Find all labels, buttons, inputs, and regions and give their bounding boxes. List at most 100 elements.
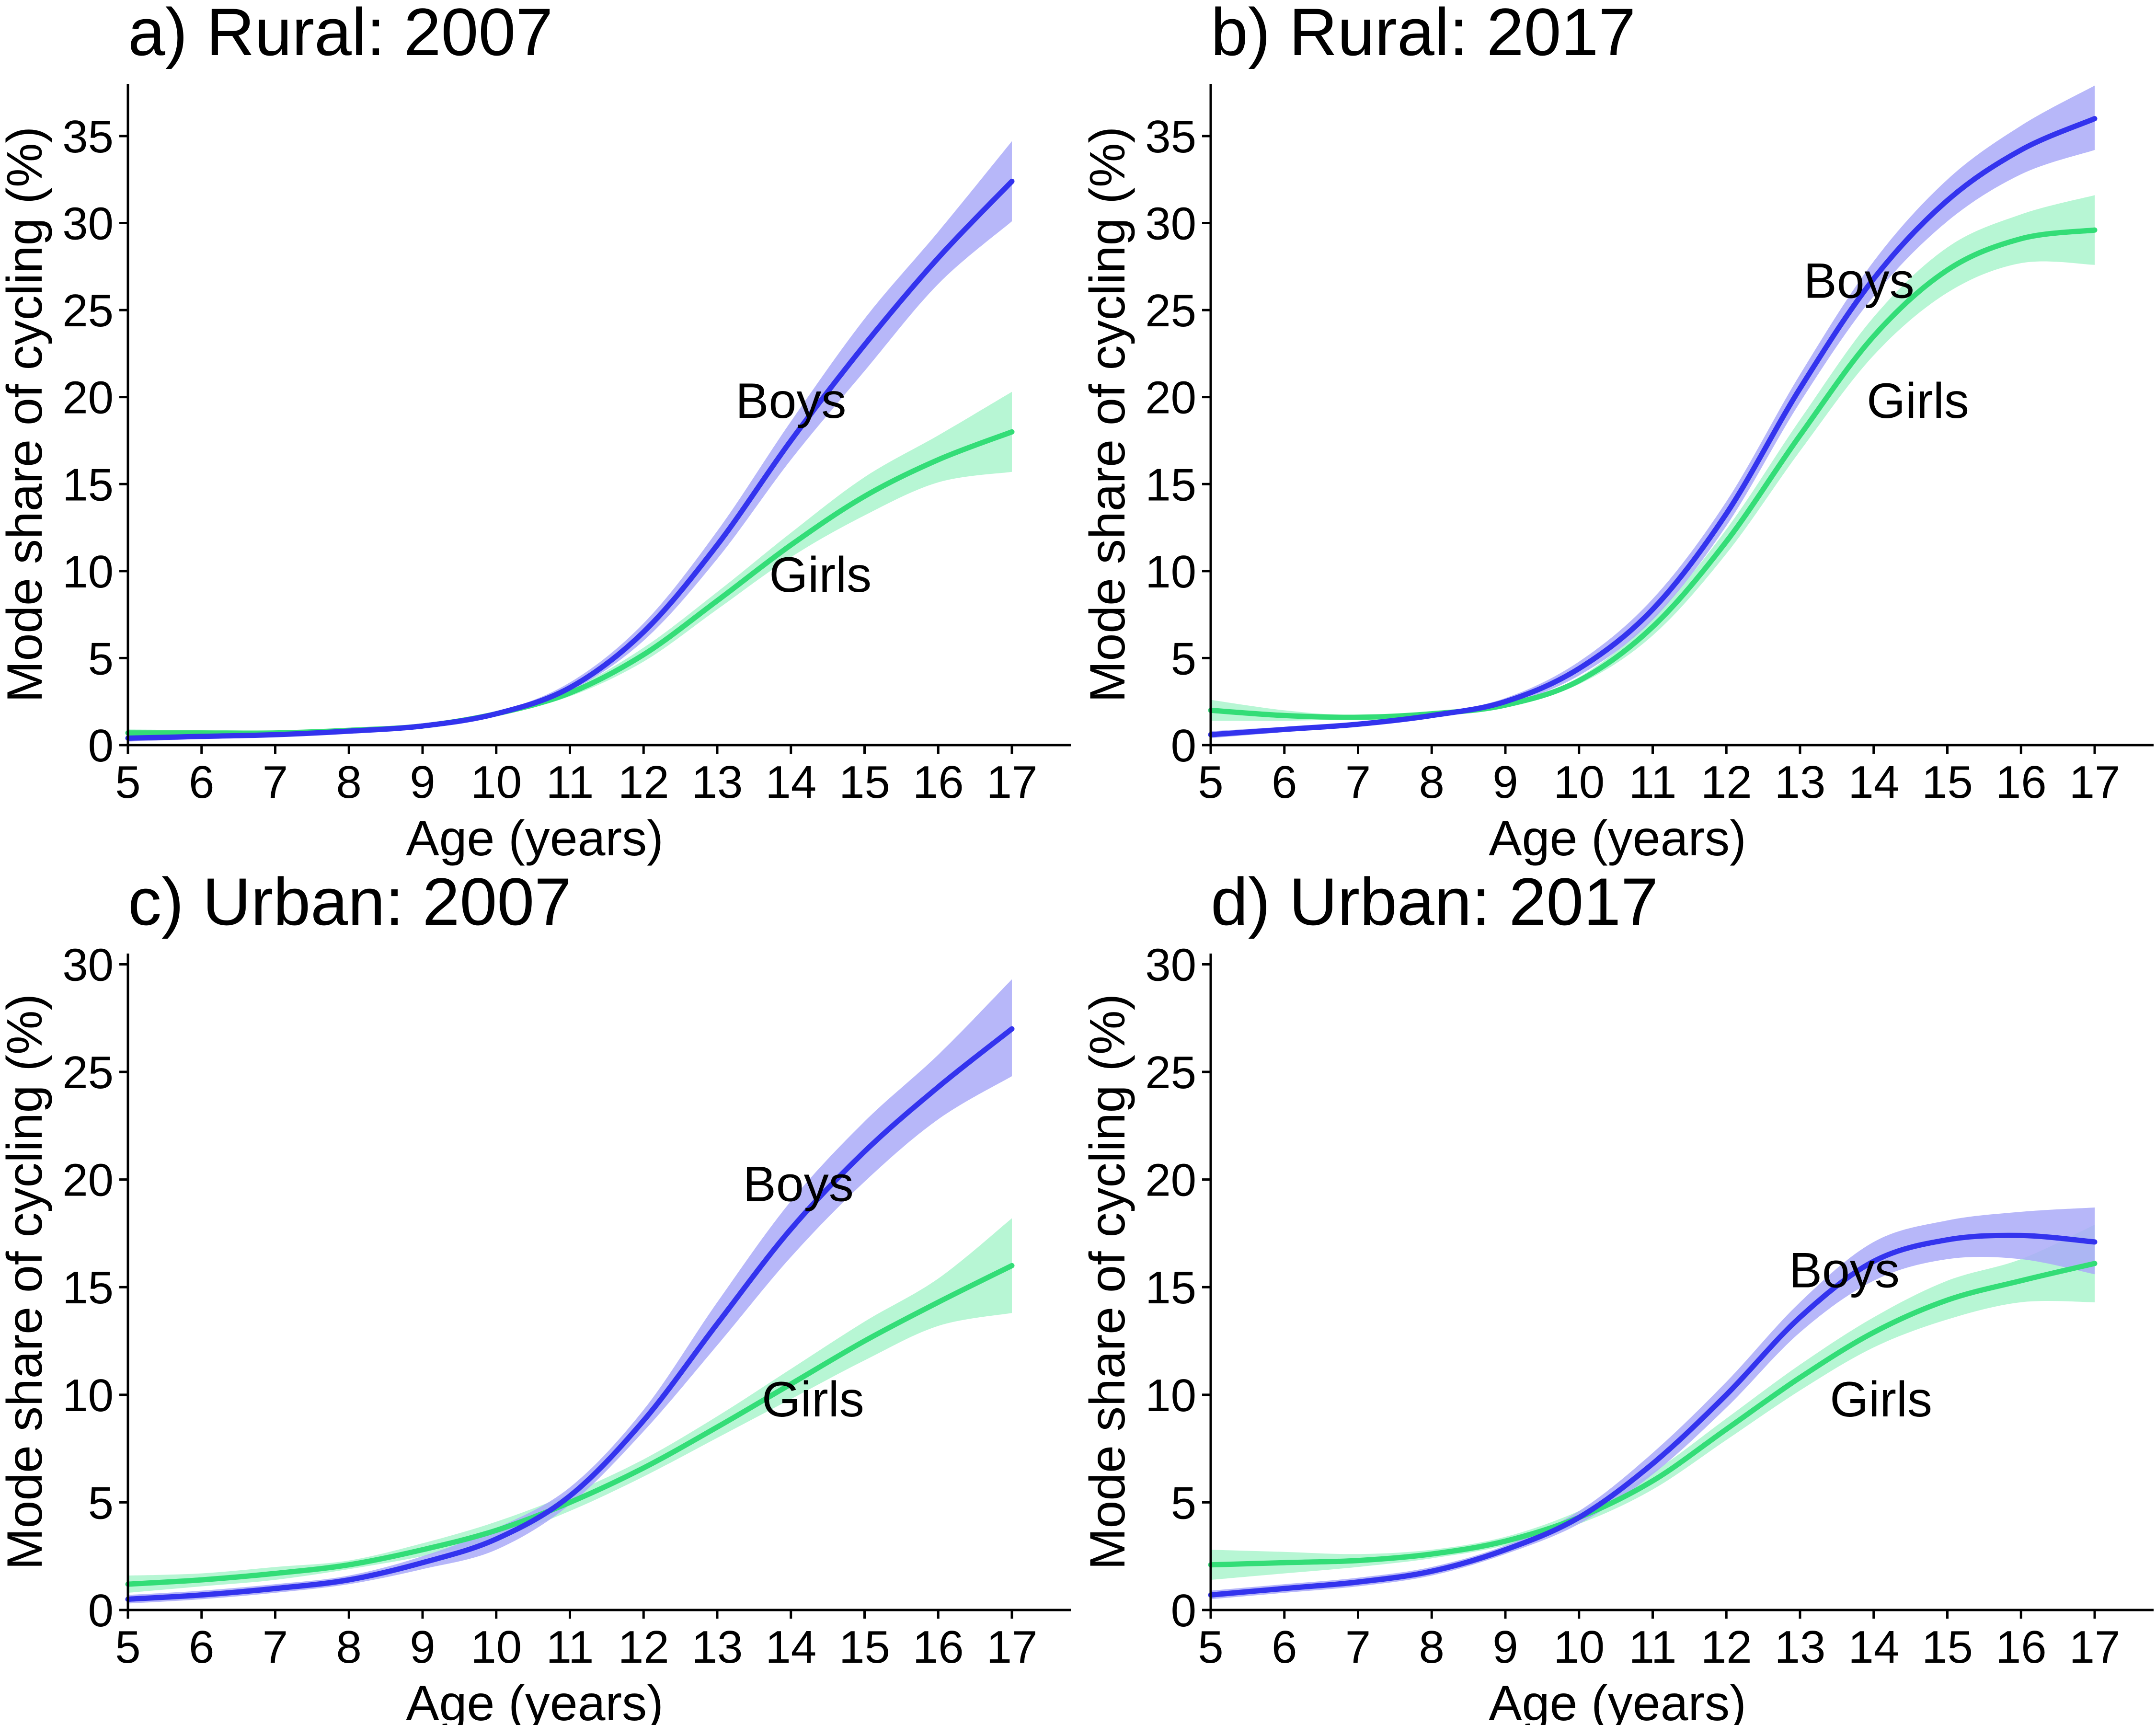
x-tick-label: 11	[1629, 757, 1677, 808]
girls-line	[1208, 1261, 2098, 1568]
girls-series-label: Girls	[769, 547, 872, 603]
x-tick-label: 13	[1775, 757, 1826, 808]
y-axis-label: Mode share of cycling (%)	[0, 126, 53, 702]
girls-confidence-band	[1211, 195, 2095, 721]
y-tick-label: 25	[1145, 1047, 1196, 1098]
y-tick-label: 25	[1145, 285, 1196, 336]
boys-series-label: Boys	[1803, 253, 1914, 309]
y-tick-label: 25	[62, 285, 114, 336]
boys-line	[125, 178, 1015, 741]
x-axis-label: Age (years)	[1489, 1676, 1746, 1725]
x-tick-label: 7	[1345, 757, 1371, 808]
x-axis-label: Age (years)	[1489, 811, 1746, 866]
y-tick-label: 10	[1145, 1370, 1196, 1421]
x-tick-label: 8	[1419, 1622, 1445, 1673]
x-tick-label: 10	[1553, 1622, 1605, 1673]
panel-title: d) Urban: 2017	[1211, 864, 1658, 939]
girls-confidence-band	[1211, 1225, 2095, 1580]
panel-title: a) Rural: 2007	[128, 0, 553, 69]
y-tick-label: 5	[1171, 633, 1196, 684]
y-tick-label: 30	[62, 198, 114, 250]
y-tick-label: 15	[1145, 1262, 1196, 1313]
boys-line	[125, 1026, 1015, 1602]
x-tick-label: 15	[839, 757, 890, 808]
x-tick-label: 13	[692, 1622, 743, 1673]
y-tick-label: 20	[62, 372, 114, 424]
x-tick-label: 8	[336, 1622, 362, 1673]
x-tick-label: 6	[1272, 757, 1297, 808]
x-tick-label: 15	[839, 1622, 890, 1673]
boys-series-label: Boys	[743, 1157, 854, 1212]
x-tick-label: 5	[1198, 757, 1223, 808]
x-tick-label: 11	[546, 757, 594, 808]
chart-panel-c: c) Urban: 2007 Age (years) Mode share of…	[0, 864, 1071, 1725]
boys-series-label: Boys	[735, 373, 846, 429]
x-tick-label: 9	[410, 757, 435, 808]
x-tick-label: 12	[618, 757, 669, 808]
x-tick-label: 10	[1553, 757, 1605, 808]
x-tick-label: 13	[1775, 1622, 1826, 1673]
x-tick-label: 16	[1995, 757, 2047, 808]
x-tick-label: 17	[986, 757, 1038, 808]
chart-panel-d: d) Urban: 2017 Age (years) Mode share of…	[1080, 864, 2154, 1725]
x-tick-label: 9	[1492, 1622, 1518, 1673]
x-tick-label: 7	[263, 757, 288, 808]
y-axis-label: Mode share of cycling (%)	[1080, 994, 1135, 1570]
girls-series-label: Girls	[1830, 1372, 1932, 1427]
y-tick-label: 15	[1145, 459, 1196, 510]
y-tick-label: 20	[62, 1155, 114, 1206]
x-tick-label: 17	[2069, 1622, 2121, 1673]
boys-series-label: Boys	[1789, 1242, 1900, 1298]
y-tick-label: 15	[62, 459, 114, 510]
x-tick-label: 17	[2069, 757, 2121, 808]
y-tick-label: 30	[1145, 198, 1196, 250]
x-tick-label: 6	[189, 757, 214, 808]
x-tick-label: 8	[336, 757, 362, 808]
y-tick-label: 0	[1171, 1585, 1196, 1636]
y-tick-label: 20	[1145, 372, 1196, 424]
chart-panel-b: b) Rural: 2017 Age (years) Mode share of…	[1080, 0, 2154, 866]
x-tick-label: 9	[410, 1622, 435, 1673]
boys-confidence-band	[128, 141, 1012, 742]
girls-series-label: Girls	[762, 1372, 864, 1427]
x-tick-label: 15	[1922, 1622, 1973, 1673]
y-tick-label: 35	[62, 111, 114, 162]
x-tick-label: 10	[470, 1622, 522, 1673]
x-tick-label: 16	[913, 757, 964, 808]
boys-line	[1208, 1232, 2098, 1598]
girls-line	[1208, 227, 2098, 720]
x-tick-label: 12	[618, 1622, 669, 1673]
y-tick-label: 5	[88, 1477, 114, 1529]
y-tick-label: 30	[1145, 939, 1196, 990]
y-tick-label: 15	[62, 1262, 114, 1313]
y-tick-label: 10	[62, 546, 114, 598]
y-tick-label: 10	[1145, 546, 1196, 598]
x-tick-label: 11	[546, 1622, 594, 1673]
x-tick-label: 6	[1272, 1622, 1297, 1673]
chart-panel-a: a) Rural: 2007 Age (years) Mode share of…	[0, 0, 1071, 866]
girls-line	[125, 1263, 1015, 1587]
x-tick-label: 17	[986, 1622, 1038, 1673]
x-tick-label: 12	[1701, 1622, 1752, 1673]
x-tick-label: 14	[765, 1622, 816, 1673]
x-tick-label: 5	[115, 1622, 140, 1673]
y-tick-label: 0	[1171, 720, 1196, 771]
x-tick-label: 5	[115, 757, 140, 808]
y-tick-label: 20	[1145, 1155, 1196, 1206]
x-tick-label: 15	[1922, 757, 1973, 808]
y-tick-label: 5	[1171, 1477, 1196, 1529]
x-tick-label: 16	[1995, 1622, 2047, 1673]
x-tick-label: 6	[189, 1622, 214, 1673]
y-tick-label: 5	[88, 633, 114, 684]
x-tick-label: 7	[263, 1622, 288, 1673]
x-tick-label: 8	[1419, 757, 1445, 808]
y-tick-label: 10	[62, 1370, 114, 1421]
x-tick-label: 9	[1492, 757, 1518, 808]
x-axis-label: Age (years)	[406, 1676, 664, 1725]
girls-confidence-band	[128, 1218, 1012, 1593]
x-tick-label: 7	[1345, 1622, 1371, 1673]
y-tick-label: 30	[62, 939, 114, 990]
x-tick-label: 10	[470, 757, 522, 808]
girls-series-label: Girls	[1867, 373, 1969, 429]
